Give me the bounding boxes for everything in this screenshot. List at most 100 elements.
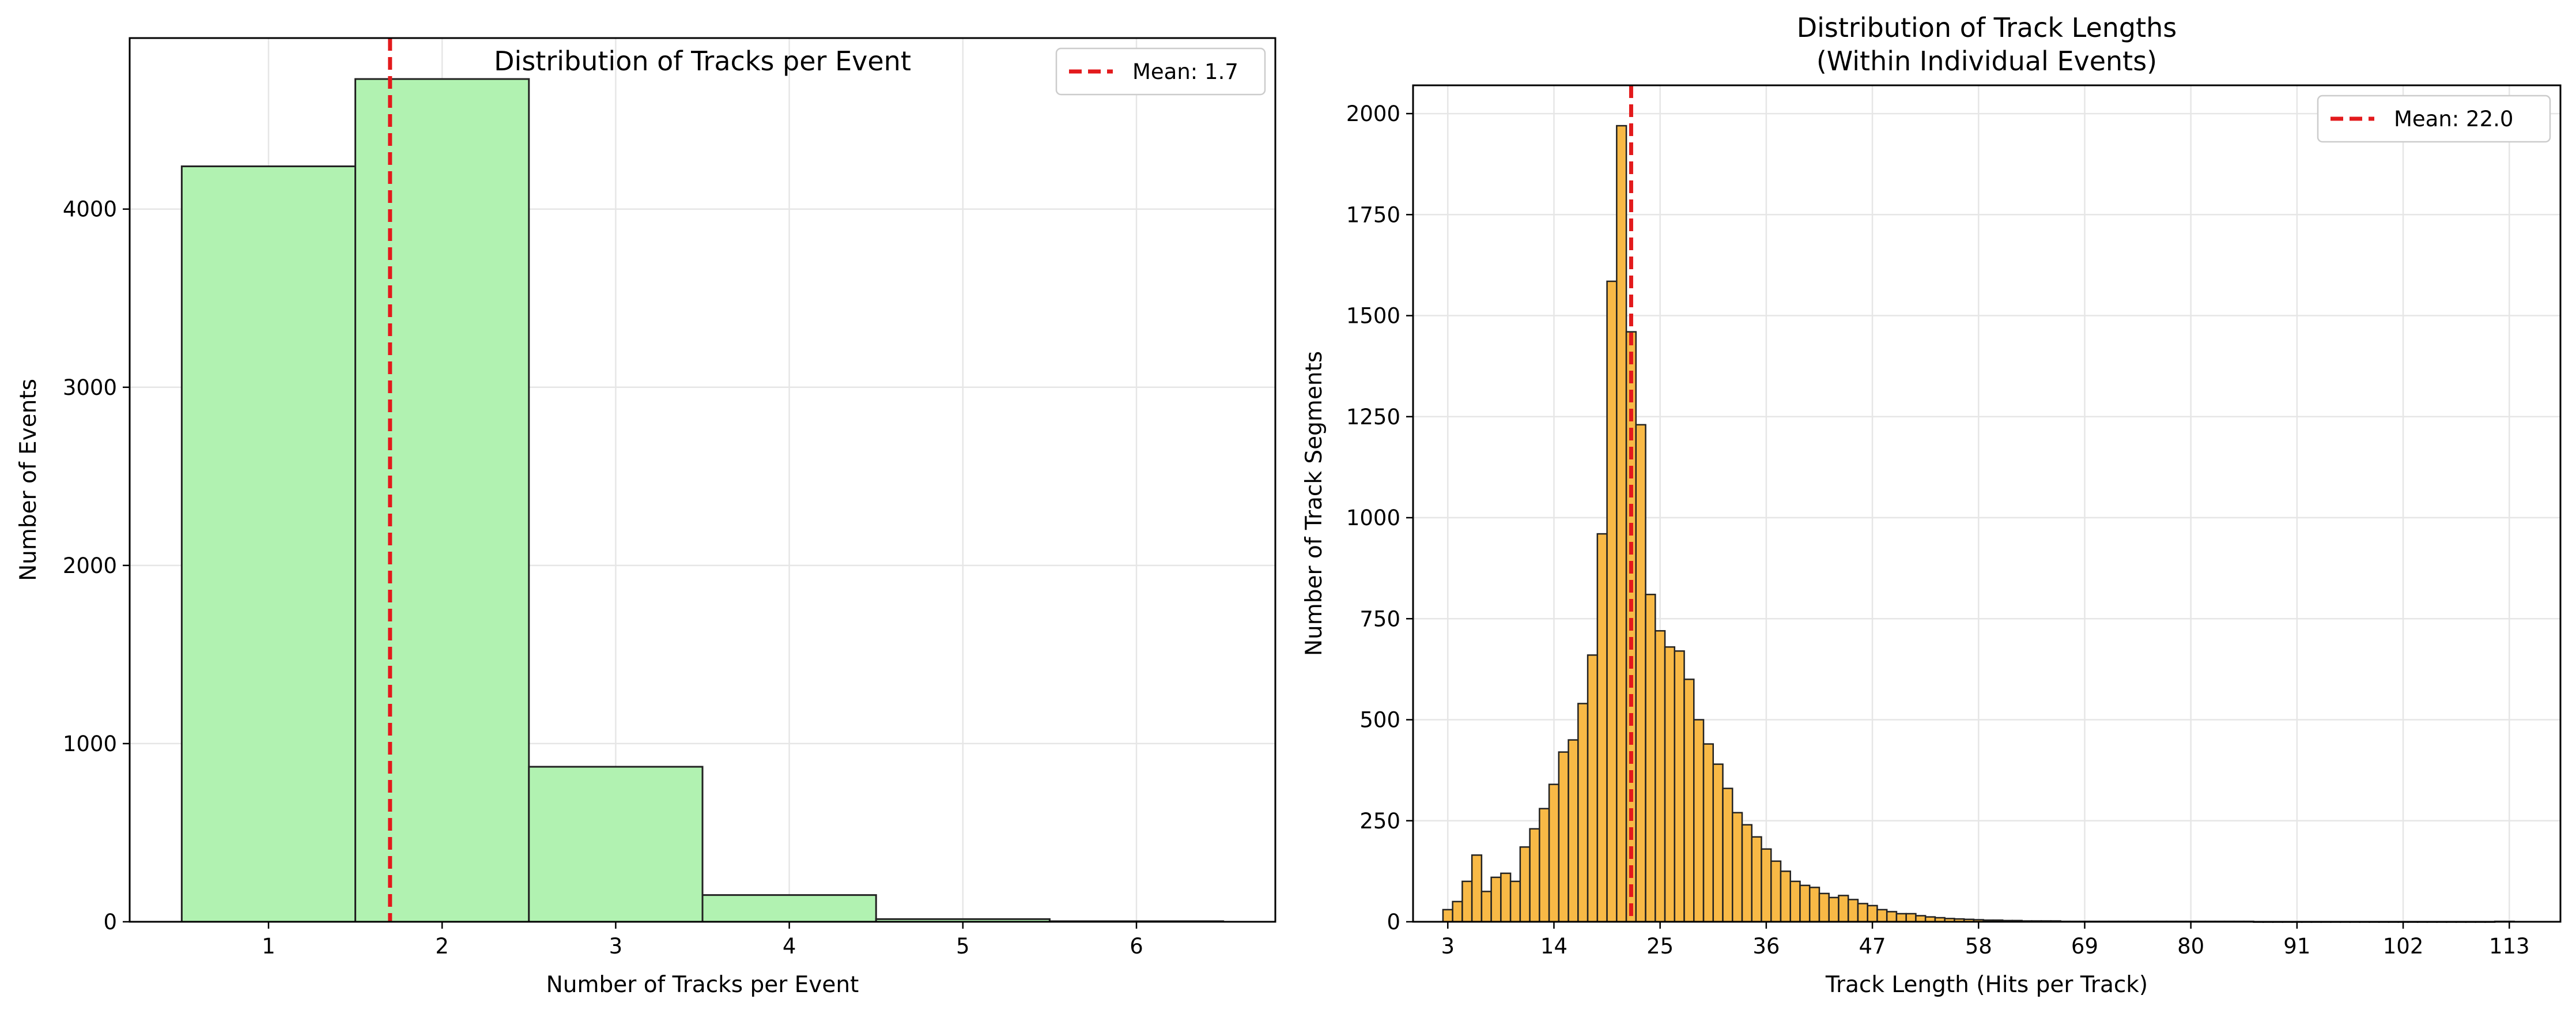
x-tick-label: 91 [2283, 934, 2310, 959]
x-tick-label: 14 [1540, 934, 1567, 959]
histogram-bar [1857, 903, 1868, 923]
x-tick-label: 36 [1752, 934, 1780, 959]
histogram-bar [1509, 880, 1521, 923]
histogram-bar [1500, 872, 1512, 923]
left-legend-box [1055, 47, 1266, 96]
x-tick-label: 25 [1646, 934, 1674, 959]
right-axes-frame [1412, 84, 2562, 923]
x-tick-label: 80 [2177, 934, 2204, 959]
histogram-bar [1789, 880, 1801, 923]
y-tick-label: 1250 [1346, 405, 1400, 429]
tracks-per-event-panel: 1 2 3 4 5 6 0 1000 2000 3000 4000 Distribution of… [16, 37, 1276, 998]
y-tick-label: 250 [1359, 809, 1400, 834]
x-tick-label: 2 [435, 934, 449, 959]
left-x-ticks: 1 2 3 4 5 6 [262, 922, 1143, 959]
histogram-bar [1606, 280, 1618, 923]
histogram-bar [1596, 533, 1608, 923]
right-x-axis-label: Track Length (Hits per Track) [1825, 972, 2148, 998]
x-tick-label: 102 [2383, 934, 2424, 959]
left-axes-frame [129, 37, 1276, 923]
histogram-bar [1761, 848, 1772, 923]
right-chart-title: Distribution of Track Lengths [1797, 12, 2177, 43]
histogram-bar [1702, 743, 1714, 923]
histogram-bar [1780, 870, 1791, 923]
x-tick-label: 5 [956, 934, 970, 959]
histogram-bar [1693, 719, 1705, 923]
y-tick-label: 0 [103, 910, 117, 934]
y-tick-label: 750 [1359, 606, 1400, 631]
right-legend: Mean: 22.0 [2317, 95, 2551, 143]
x-tick-label: 69 [2071, 934, 2098, 959]
x-tick-label: 58 [1965, 934, 1992, 959]
histogram-bar [1529, 828, 1540, 923]
x-tick-label: 113 [2489, 934, 2530, 959]
histogram-bar [701, 894, 877, 923]
histogram-bar [1567, 739, 1579, 923]
histogram-bar [1471, 854, 1483, 923]
histogram-bar [1480, 891, 1492, 923]
x-tick-label: 3 [1441, 934, 1455, 959]
y-tick-label: 1750 [1346, 202, 1400, 227]
histogram-bar [1808, 887, 1820, 923]
histogram-bar [1674, 650, 1685, 923]
histogram-bar [1539, 808, 1550, 923]
right-y-ticks: 0 250 500 750 1000 1250 1500 1750 2000 [1346, 101, 1413, 934]
histogram-bar [1886, 911, 1898, 923]
histogram-bar [1847, 899, 1859, 923]
y-tick-label: 2000 [63, 553, 117, 578]
left-legend-label: Mean: 1.7 [1132, 59, 1238, 84]
right-y-axis-label: Number of Track Segments [1301, 351, 1327, 656]
histogram-bar [1799, 884, 1811, 923]
histogram-bar [1722, 787, 1733, 923]
histogram-bar [1587, 654, 1599, 923]
y-tick-label: 1000 [63, 732, 117, 756]
histogram-bar [1519, 846, 1531, 923]
histogram-bar [354, 78, 530, 923]
histogram-bar [1770, 860, 1782, 923]
histogram-bar [1664, 646, 1676, 923]
histogram-bar [1895, 913, 1907, 923]
y-tick-label: 1500 [1346, 304, 1400, 329]
right-x-ticks: 3 14 25 36 47 58 69 80 91 102 113 [1441, 922, 2530, 959]
histogram-bar [1635, 424, 1646, 923]
histogram-bar [1490, 876, 1502, 923]
left-chart-title: Distribution of Tracks per Event [494, 46, 911, 77]
right-legend-label: Mean: 22.0 [2394, 107, 2513, 131]
left-y-ticks: 0 1000 2000 3000 4000 [63, 197, 130, 934]
right-chart-subtitle: (Within Individual Events) [1816, 46, 2157, 77]
histogram-bar [1876, 909, 1888, 923]
y-tick-label: 4000 [63, 197, 117, 222]
x-tick-label: 4 [783, 934, 796, 959]
y-tick-label: 0 [1387, 910, 1400, 934]
left-y-axis-label: Number of Events [16, 379, 41, 581]
histogram-bar [180, 165, 357, 923]
histogram-bar [1452, 900, 1463, 923]
track-lengths-panel: 3 14 25 36 47 58 69 80 91 102 113 0 250 500 750 1000 12… [1301, 12, 2562, 998]
histogram-bar [1828, 896, 1840, 923]
histogram-bar [1577, 703, 1589, 923]
y-tick-label: 3000 [63, 375, 117, 400]
x-tick-label: 6 [1130, 934, 1143, 959]
histogram-bar [1712, 763, 1724, 923]
histogram-bar [1616, 125, 1627, 923]
right-legend-box [2317, 95, 2551, 143]
left-bars [180, 78, 1225, 923]
y-tick-label: 1000 [1346, 506, 1400, 530]
histogram-bar [1732, 812, 1743, 923]
histogram-bar [1645, 593, 1656, 923]
histogram-bar [1548, 783, 1560, 923]
histogram-bar [1751, 836, 1762, 923]
histogram-bar [1442, 909, 1453, 923]
histogram-bar [1558, 751, 1569, 923]
histogram-bar [1818, 892, 1830, 923]
histogram-bar [1905, 913, 1917, 923]
x-tick-label: 3 [609, 934, 623, 959]
y-tick-label: 500 [1359, 708, 1400, 733]
histogram-bar [528, 766, 704, 923]
histogram-bar [1461, 880, 1473, 923]
left-x-axis-label: Number of Tracks per Event [546, 972, 859, 998]
left-legend: Mean: 1.7 [1055, 47, 1266, 96]
histogram-bar [1838, 895, 1849, 923]
histogram-bar [1915, 915, 1927, 923]
